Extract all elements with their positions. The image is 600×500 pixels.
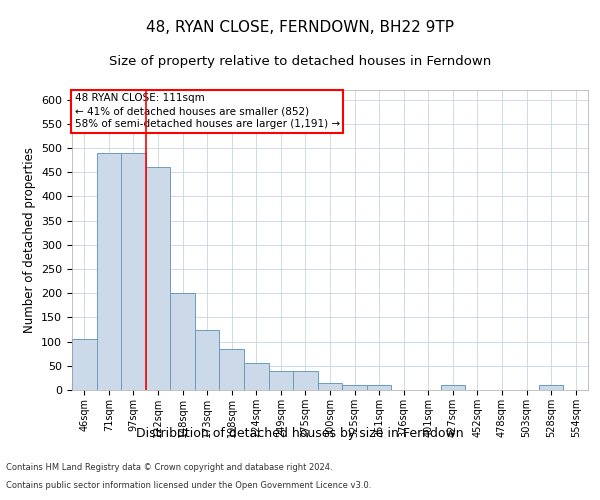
- Bar: [170, 293, 195, 390]
- Bar: [121, 153, 146, 390]
- Text: 48 RYAN CLOSE: 111sqm
← 41% of detached houses are smaller (852)
58% of semi-det: 48 RYAN CLOSE: 111sqm ← 41% of detached …: [74, 93, 340, 130]
- Text: Contains public sector information licensed under the Open Government Licence v3: Contains public sector information licen…: [6, 481, 371, 490]
- Text: Distribution of detached houses by size in Ferndown: Distribution of detached houses by size …: [136, 428, 464, 440]
- Y-axis label: Number of detached properties: Number of detached properties: [23, 147, 35, 333]
- Bar: [539, 385, 563, 390]
- Bar: [244, 364, 269, 390]
- Bar: [367, 385, 391, 390]
- Bar: [342, 385, 367, 390]
- Text: 48, RYAN CLOSE, FERNDOWN, BH22 9TP: 48, RYAN CLOSE, FERNDOWN, BH22 9TP: [146, 20, 454, 35]
- Bar: [195, 330, 220, 390]
- Bar: [146, 168, 170, 390]
- Bar: [318, 382, 342, 390]
- Text: Contains HM Land Registry data © Crown copyright and database right 2024.: Contains HM Land Registry data © Crown c…: [6, 464, 332, 472]
- Bar: [440, 385, 465, 390]
- Bar: [220, 349, 244, 390]
- Bar: [97, 153, 121, 390]
- Bar: [293, 370, 318, 390]
- Bar: [72, 339, 97, 390]
- Bar: [269, 370, 293, 390]
- Text: Size of property relative to detached houses in Ferndown: Size of property relative to detached ho…: [109, 55, 491, 68]
